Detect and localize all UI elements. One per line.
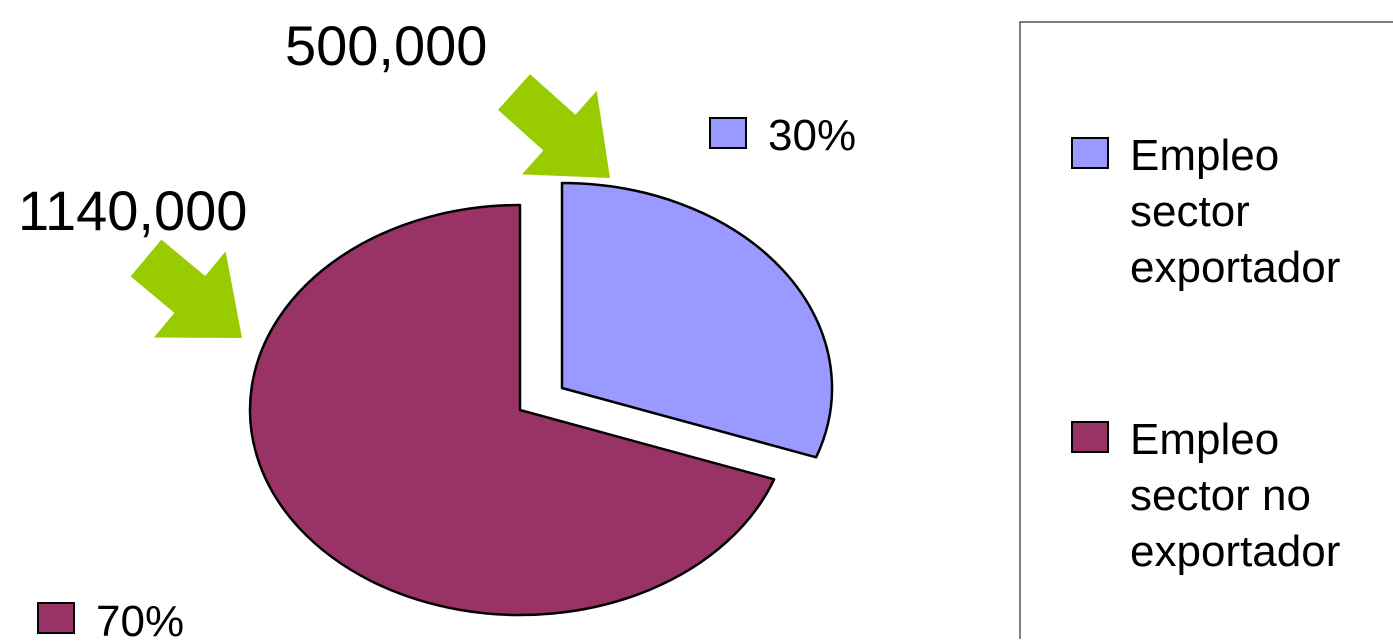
legend: Empleo sector exportador Empleo sector no exp…: [1019, 21, 1393, 644]
legend-frame: [1019, 21, 1393, 644]
value-label-exportador: 500,000: [285, 14, 487, 77]
data-labels: 500,000 1140,000 30% 70%: [18, 14, 856, 644]
legend-text-2-line-1: Empleo: [1130, 415, 1279, 464]
pie-slice-empleo-sector-no-exportador: [248, 203, 776, 617]
arrow-exportador: [497, 74, 610, 178]
legend-text-1-line-1: Empleo: [1130, 131, 1279, 180]
legend-swatch-2: [1071, 421, 1109, 453]
value-label-no-exportador: 1140,000: [18, 179, 247, 242]
pie-slices: [248, 181, 834, 617]
pie-slice-empleo-sector-exportador: [560, 181, 834, 459]
legend-text-1-line-2: sector: [1130, 187, 1250, 236]
percent-label-no-exportador: 70%: [96, 597, 184, 639]
legend-text-2-line-3: exportador: [1130, 527, 1340, 576]
percent-label-exportador: 30%: [768, 111, 856, 160]
percent-swatch-exportador: [709, 117, 747, 149]
legend-swatch-1: [1071, 137, 1109, 169]
legend-text-1-line-3: exportador: [1130, 243, 1340, 292]
arrow-no-exportador: [130, 239, 242, 338]
legend-text-2-line-2: sector no: [1130, 471, 1311, 520]
value-arrows: [130, 74, 610, 338]
percent-swatch-no-exportador: [37, 602, 75, 634]
